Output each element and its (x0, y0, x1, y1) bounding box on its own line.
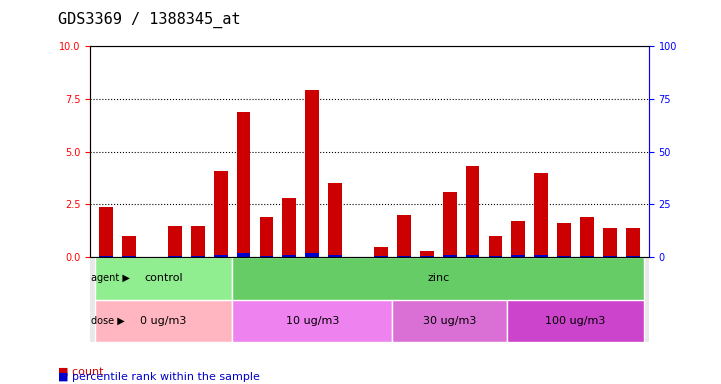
Bar (374, 247, 388, 257)
Bar (232, 257, 645, 300)
Bar (260, 217, 273, 257)
Bar (232, 300, 392, 342)
Bar (580, 217, 594, 257)
Bar (283, 198, 296, 257)
Bar (99, 207, 113, 257)
Bar (260, 256, 273, 257)
Text: control: control (144, 273, 182, 283)
Bar (122, 256, 136, 257)
Text: ■ percentile rank within the sample: ■ percentile rank within the sample (58, 372, 260, 382)
Bar (420, 251, 433, 257)
Bar (489, 256, 503, 257)
Bar (626, 256, 640, 257)
Bar (236, 111, 250, 257)
Bar (397, 256, 411, 257)
Bar (328, 184, 342, 257)
Bar (306, 90, 319, 257)
Bar (420, 256, 433, 257)
Bar (328, 255, 342, 257)
Bar (511, 221, 525, 257)
Bar (580, 256, 594, 257)
Bar (603, 228, 617, 257)
Bar (306, 253, 319, 257)
Bar (443, 255, 456, 257)
Text: dose ▶: dose ▶ (91, 316, 124, 326)
Text: 10 ug/m3: 10 ug/m3 (286, 316, 339, 326)
Bar (168, 226, 182, 257)
Bar (99, 256, 113, 257)
Bar (374, 256, 388, 257)
Bar (507, 300, 645, 342)
Bar (557, 223, 571, 257)
Bar (466, 255, 479, 257)
Bar (191, 226, 205, 257)
Bar (511, 255, 525, 257)
Bar (626, 228, 640, 257)
Bar (557, 256, 571, 257)
Bar (214, 170, 228, 257)
Bar (283, 255, 296, 257)
Text: 0 ug/m3: 0 ug/m3 (140, 316, 187, 326)
Text: zinc: zinc (427, 273, 449, 283)
Bar (534, 173, 548, 257)
Text: 100 ug/m3: 100 ug/m3 (545, 316, 606, 326)
Text: 30 ug/m3: 30 ug/m3 (423, 316, 477, 326)
Bar (489, 236, 503, 257)
Text: ■ count: ■ count (58, 366, 103, 376)
Bar (214, 255, 228, 257)
Bar (397, 215, 411, 257)
Bar (191, 256, 205, 257)
Bar (94, 300, 232, 342)
Bar (168, 256, 182, 257)
Bar (94, 257, 232, 300)
Bar (466, 167, 479, 257)
Bar (443, 192, 456, 257)
Text: agent ▶: agent ▶ (91, 273, 130, 283)
Bar (122, 236, 136, 257)
Bar (534, 255, 548, 257)
Text: GDS3369 / 1388345_at: GDS3369 / 1388345_at (58, 12, 240, 28)
Bar (392, 300, 507, 342)
Bar (236, 253, 250, 257)
Bar (603, 256, 617, 257)
